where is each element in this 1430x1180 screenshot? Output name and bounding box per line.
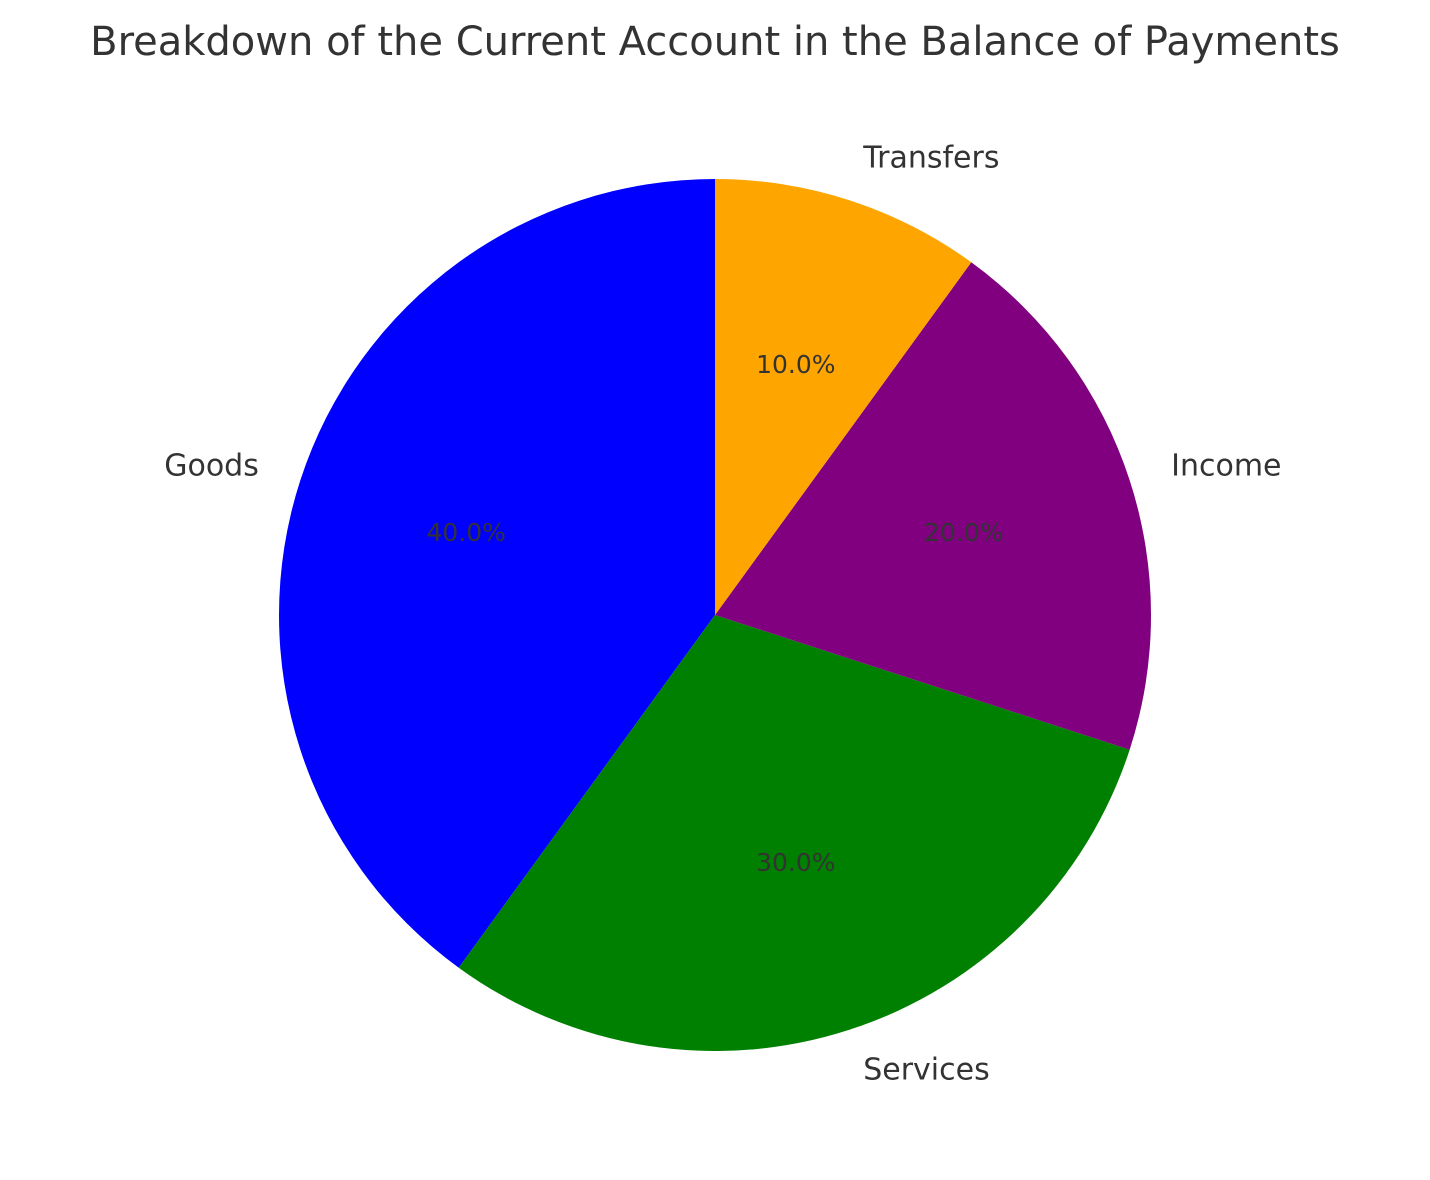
- chart-title: Breakdown of the Current Account in the …: [90, 19, 1340, 65]
- percent-label-transfers: 10.0%: [756, 350, 835, 379]
- pie-slice-transfers: [715, 179, 972, 615]
- slice-label-transfers: Transfers: [862, 140, 999, 175]
- pie-slice-income: [715, 262, 1151, 750]
- pie-slice-goods: [279, 179, 715, 968]
- pie-percent-labels: 40.0% 30.0% 20.0% 10.0%: [426, 350, 1003, 877]
- pie-slice-services: [458, 615, 1130, 1051]
- percent-label-goods: 40.0%: [426, 518, 505, 547]
- pie-slice-labels: Goods Services Income Transfers: [164, 140, 1281, 1087]
- percent-label-income: 20.0%: [924, 518, 1003, 547]
- slice-label-income: Income: [1171, 448, 1281, 483]
- slice-label-goods: Goods: [164, 448, 259, 483]
- slice-label-services: Services: [863, 1053, 990, 1088]
- percent-label-services: 30.0%: [756, 848, 835, 877]
- pie-slices: [279, 179, 1151, 1051]
